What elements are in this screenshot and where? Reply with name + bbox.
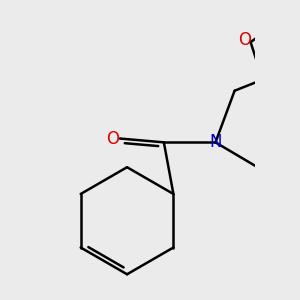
Text: O: O bbox=[106, 130, 119, 148]
Text: N: N bbox=[209, 134, 222, 152]
Text: O: O bbox=[238, 31, 251, 49]
